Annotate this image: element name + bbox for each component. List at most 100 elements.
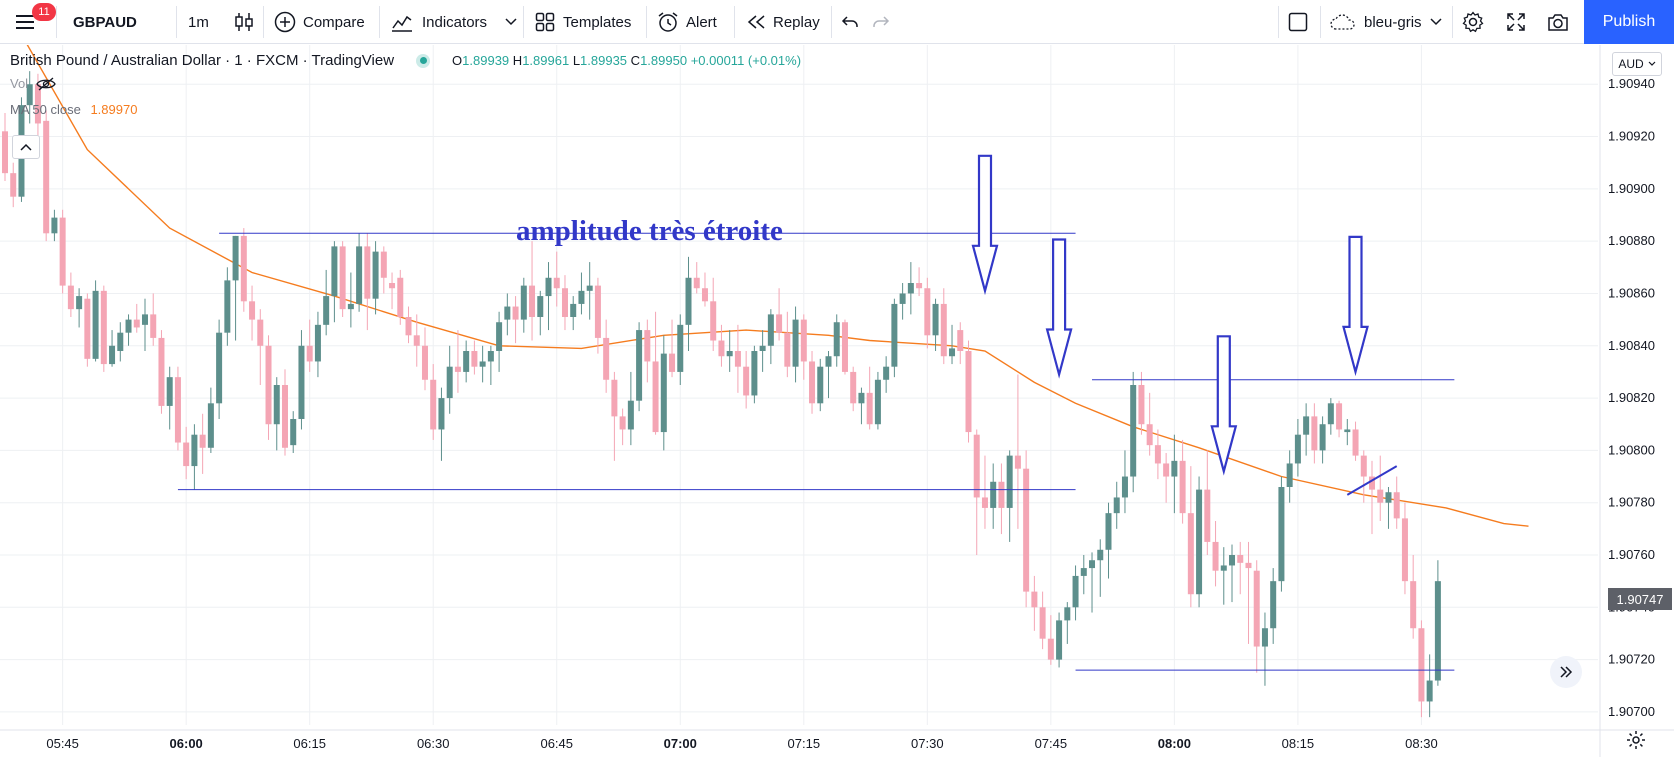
compare-label: Compare <box>303 13 365 31</box>
candle-body <box>1245 562 1252 569</box>
candle-body <box>413 335 420 346</box>
candle <box>718 324 725 367</box>
candle <box>825 351 832 399</box>
candle <box>1014 374 1021 529</box>
templates-button[interactable]: Templates <box>535 0 631 44</box>
candle-body <box>759 345 766 351</box>
replay-button[interactable]: Replay <box>746 0 820 44</box>
candle <box>372 241 379 315</box>
candle <box>1253 560 1260 673</box>
candle-body <box>224 280 231 333</box>
publish-button[interactable]: Publish <box>1584 0 1674 44</box>
candle-body <box>1047 638 1054 660</box>
chevron-down-icon <box>505 18 517 26</box>
candle <box>1204 450 1211 555</box>
candle-body <box>710 301 717 341</box>
close-label: C <box>630 53 641 68</box>
time-tick-label: 06:00 <box>170 736 203 751</box>
current-price-label: 1.90747 <box>1608 588 1672 610</box>
candle <box>356 233 363 312</box>
price-tick-label: 1.90900 <box>1608 181 1655 196</box>
candle <box>1401 502 1408 595</box>
fullscreen-button[interactable] <box>1506 0 1526 44</box>
chart-type-button[interactable] <box>234 0 254 44</box>
ma-value: 1.89970 <box>90 102 138 117</box>
indicators-button[interactable]: Indicators <box>391 0 487 44</box>
price-tick-label: 1.90720 <box>1608 652 1655 667</box>
collapse-legend-button[interactable] <box>12 135 40 159</box>
candle-body <box>611 379 618 417</box>
chart-settings-button[interactable] <box>1625 729 1647 751</box>
candle-body <box>932 303 939 336</box>
candle-body <box>364 246 371 299</box>
candle <box>652 311 659 435</box>
symbol-search[interactable]: GBPAUD <box>73 13 137 31</box>
compare-button[interactable]: Compare <box>274 0 365 44</box>
candle <box>2 113 8 181</box>
scroll-to-realtime-button[interactable] <box>1550 656 1582 688</box>
templates-label: Templates <box>563 13 632 31</box>
chart-area[interactable]: 1.907001.907201.907401.907601.907801.908… <box>0 45 1674 757</box>
candle-body <box>199 434 206 448</box>
annotation-text[interactable]: amplitude très étroite <box>516 215 783 247</box>
snapshot-button[interactable] <box>1547 0 1569 44</box>
candle <box>298 330 305 430</box>
candle-body <box>545 277 552 297</box>
layout-select-button[interactable] <box>1288 0 1308 44</box>
undo-button[interactable] <box>841 0 859 44</box>
candle <box>907 262 914 315</box>
candle-body <box>1146 424 1153 446</box>
alert-button[interactable]: Alert <box>657 0 717 44</box>
volume-legend[interactable]: Vol <box>10 76 56 91</box>
chevron-up-icon <box>20 143 32 151</box>
candle-body <box>1237 555 1244 563</box>
candle <box>570 296 577 331</box>
candle <box>59 209 66 294</box>
candle-body <box>916 283 923 289</box>
legend-main-row: British Pound / Australian Dollar · 1 · … <box>10 52 801 69</box>
price-tick-label: 1.90920 <box>1608 129 1655 144</box>
candle-body <box>347 303 354 310</box>
candle-body <box>1179 460 1186 514</box>
candle-body <box>1253 570 1260 647</box>
ma-legend[interactable]: MA 50 close 1.89970 <box>10 102 137 117</box>
candle <box>84 293 91 367</box>
replay-icon <box>747 15 765 29</box>
menu-button[interactable] <box>14 0 36 44</box>
chevron-down-icon <box>1430 18 1442 26</box>
candle <box>380 246 387 294</box>
price-tick-label: 1.90760 <box>1608 547 1655 562</box>
chart-svg[interactable]: 1.907001.907201.907401.907601.907801.908… <box>0 45 1674 757</box>
candle-body <box>1113 497 1120 514</box>
candle <box>1031 575 1038 631</box>
candle-body <box>553 277 560 289</box>
candle-body <box>809 361 816 404</box>
candle <box>1369 460 1376 535</box>
candle <box>644 319 651 383</box>
candle-body <box>570 303 577 317</box>
candle <box>767 309 774 365</box>
interval-button[interactable]: 1m <box>188 13 209 31</box>
candle-body <box>487 351 494 362</box>
currency-select[interactable]: AUD <box>1612 52 1662 76</box>
redo-button[interactable] <box>872 0 890 44</box>
candle <box>817 358 824 412</box>
candle-body <box>652 361 659 433</box>
candle-body <box>1261 628 1268 647</box>
candle <box>940 288 947 365</box>
open-label: O <box>452 53 463 68</box>
candle <box>627 371 634 446</box>
layout-name-button[interactable]: bleu-gris <box>1330 0 1442 44</box>
indicators-dropdown[interactable] <box>505 0 517 44</box>
candle <box>710 277 717 351</box>
settings-button[interactable] <box>1462 0 1484 44</box>
candle <box>1138 371 1145 435</box>
candle-body <box>216 332 223 404</box>
candle-body <box>1385 492 1392 503</box>
candle-body <box>43 120 50 234</box>
candle-body <box>166 377 173 406</box>
candle-layer <box>2 71 1441 718</box>
candle-body <box>10 173 17 197</box>
candle <box>92 280 99 362</box>
eye-off-icon[interactable] <box>36 77 56 91</box>
